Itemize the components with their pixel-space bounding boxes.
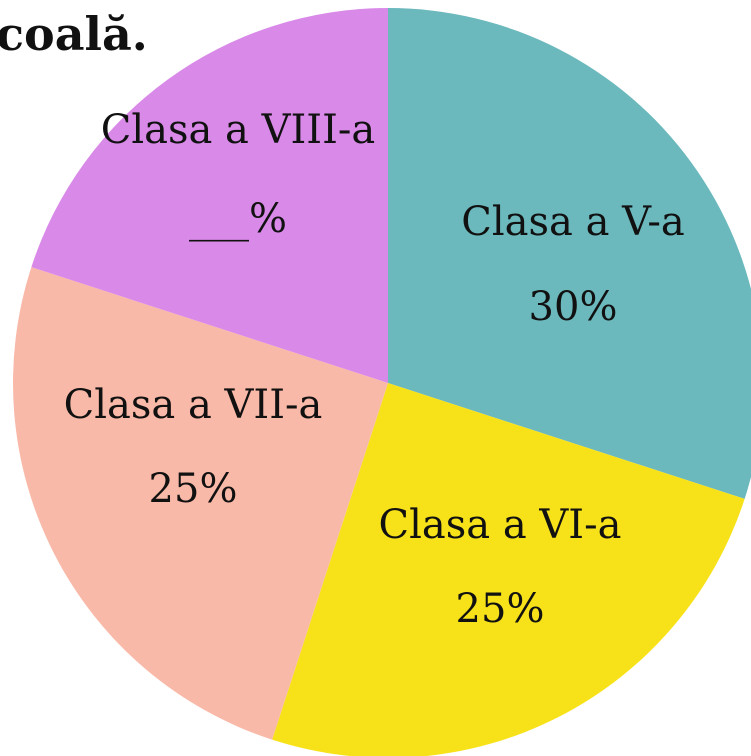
slice-label: Clasa a V-a bbox=[461, 199, 684, 245]
value-label: 30% bbox=[529, 284, 618, 330]
pie-slice bbox=[388, 8, 751, 499]
value-label: 25% bbox=[456, 586, 545, 632]
chart-title: coală. bbox=[0, 7, 148, 61]
pie-slice bbox=[31, 8, 388, 383]
pie-slice bbox=[12, 267, 388, 740]
value-label: 25% bbox=[149, 466, 238, 512]
pie-slice bbox=[272, 383, 745, 756]
slice-label: Clasa a VIII-a bbox=[101, 107, 376, 153]
slice-label: Clasa a VI-a bbox=[379, 502, 622, 548]
value-label: ___% bbox=[189, 196, 287, 242]
pie bbox=[12, 8, 751, 756]
slice-label: Clasa a VII-a bbox=[64, 382, 323, 428]
